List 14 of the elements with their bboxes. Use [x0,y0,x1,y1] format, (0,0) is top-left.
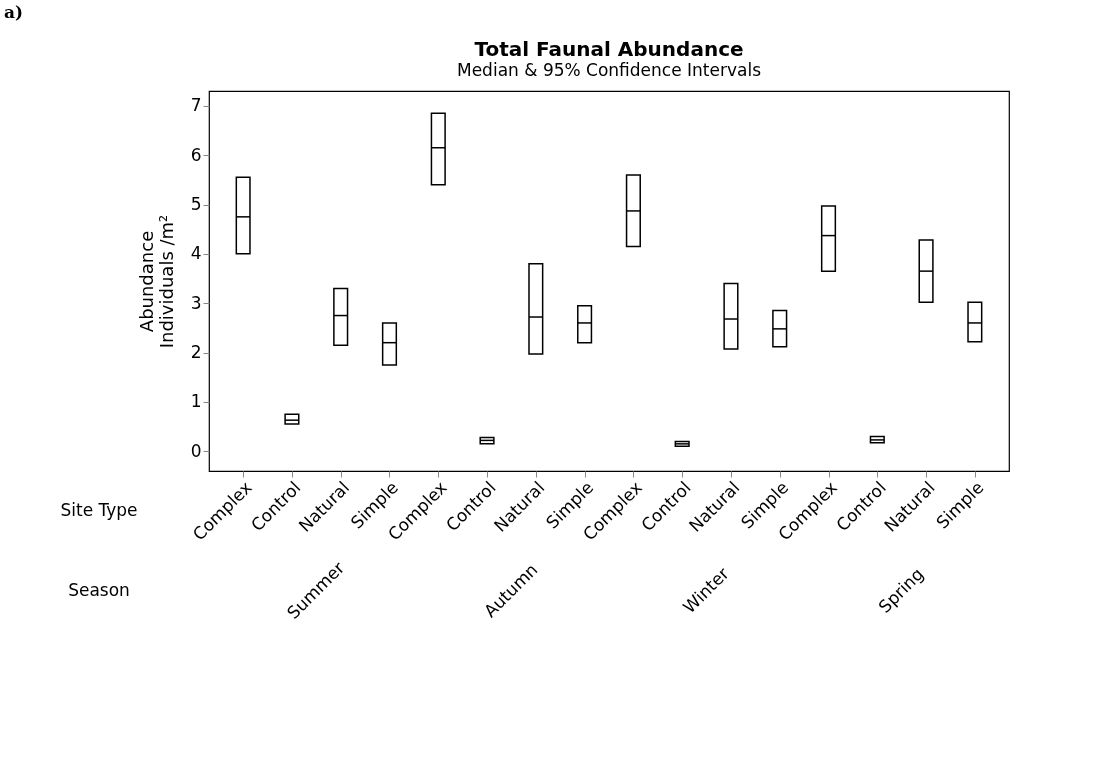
y-tick-label: 3 [190,292,202,313]
y-tick-label: 2 [190,342,202,363]
y-tick-label: 5 [190,194,202,215]
text: a) [4,2,24,22]
x-axis-title: Site Type [60,500,138,520]
y-tick-label: 6 [190,144,202,165]
y-tick-label: 1 [190,391,202,412]
y-tick-label: 7 [190,95,202,116]
text: Season [68,580,130,600]
y-axis-title: Abundance Individuals /m² [135,214,177,349]
chart-subtitle: Median & 95% Confidence Intervals [456,60,762,80]
y-tick-label: 0 [190,440,202,461]
chart-title: Total Faunal Abundance [474,37,744,61]
y-tick-label: 4 [190,243,202,264]
